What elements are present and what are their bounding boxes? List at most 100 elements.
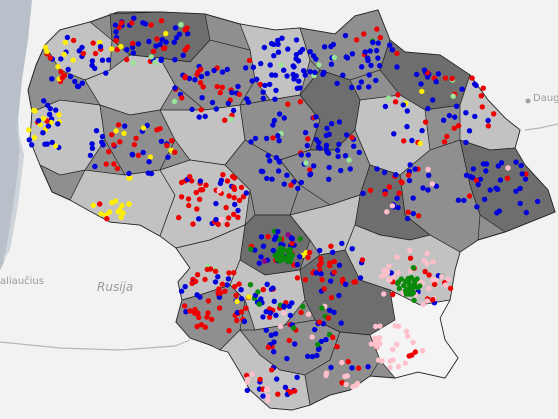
map-point-red[interactable] bbox=[523, 171, 529, 177]
map-point-red[interactable] bbox=[187, 308, 193, 314]
map-point-pink[interactable] bbox=[405, 333, 411, 339]
map-point-red[interactable] bbox=[231, 175, 238, 181]
map-point-red[interactable] bbox=[390, 291, 396, 298]
map-point-blue[interactable] bbox=[124, 47, 130, 53]
map-point-pink[interactable] bbox=[387, 277, 393, 283]
map-point-blue[interactable] bbox=[199, 95, 205, 101]
map-point-pink[interactable] bbox=[407, 247, 413, 254]
map-point-red[interactable] bbox=[209, 316, 215, 323]
map-point-blue[interactable] bbox=[229, 89, 235, 96]
map-point-red[interactable] bbox=[178, 179, 185, 186]
map-point-yellow[interactable] bbox=[147, 154, 154, 160]
map-point-red[interactable] bbox=[288, 182, 294, 188]
map-point-lightgreen[interactable] bbox=[450, 93, 456, 99]
map-point-blue[interactable] bbox=[35, 118, 42, 124]
map-point-blue[interactable] bbox=[245, 99, 252, 105]
map-point-blue[interactable] bbox=[418, 81, 424, 87]
map-point-red[interactable] bbox=[225, 215, 232, 221]
map-point-blue[interactable] bbox=[412, 166, 418, 172]
map-point-pink[interactable] bbox=[394, 341, 400, 347]
map-point-blue[interactable] bbox=[343, 54, 349, 60]
map-point-blue[interactable] bbox=[523, 209, 530, 216]
map-point-red[interactable] bbox=[422, 119, 429, 125]
map-point-blue[interactable] bbox=[347, 166, 353, 172]
map-point-lightgreen[interactable] bbox=[278, 62, 284, 68]
map-point-blue[interactable] bbox=[336, 119, 343, 125]
map-point-red[interactable] bbox=[406, 353, 412, 359]
map-point-pink[interactable] bbox=[372, 323, 379, 330]
map-point-red[interactable] bbox=[111, 161, 117, 167]
map-point-pink[interactable] bbox=[382, 267, 388, 273]
map-point-yellow[interactable] bbox=[44, 48, 50, 55]
map-point-blue[interactable] bbox=[197, 178, 204, 184]
map-point-blue[interactable] bbox=[325, 150, 332, 156]
map-point-blue[interactable] bbox=[328, 61, 335, 67]
map-point-blue[interactable] bbox=[178, 288, 185, 294]
map-point-red[interactable] bbox=[236, 281, 242, 287]
map-point-red[interactable] bbox=[162, 45, 168, 51]
map-point-red[interactable] bbox=[231, 270, 237, 276]
map-point-blue[interactable] bbox=[357, 275, 364, 281]
map-point-blue[interactable] bbox=[404, 123, 410, 130]
map-point-red[interactable] bbox=[224, 178, 231, 184]
map-point-blue[interactable] bbox=[279, 35, 285, 41]
map-point-red[interactable] bbox=[207, 266, 214, 272]
map-point-blue[interactable] bbox=[305, 353, 311, 359]
map-point-pink[interactable] bbox=[419, 348, 426, 354]
map-point-blue[interactable] bbox=[323, 142, 330, 148]
map-point-purple[interactable] bbox=[285, 232, 291, 238]
map-point-blue[interactable] bbox=[271, 339, 277, 345]
map-point-red[interactable] bbox=[321, 286, 327, 292]
map-point-yellow[interactable] bbox=[118, 43, 124, 50]
map-point-blue[interactable] bbox=[298, 179, 304, 186]
map-point-blue[interactable] bbox=[197, 294, 203, 300]
map-point-blue[interactable] bbox=[159, 37, 165, 43]
map-point-red[interactable] bbox=[217, 90, 223, 96]
map-point-blue[interactable] bbox=[313, 122, 319, 129]
map-point-red[interactable] bbox=[422, 268, 428, 275]
map-point-blue[interactable] bbox=[272, 96, 278, 102]
map-point-blue[interactable] bbox=[146, 38, 152, 45]
map-point-red[interactable] bbox=[349, 134, 355, 141]
map-point-blue[interactable] bbox=[374, 166, 380, 172]
map-point-red[interactable] bbox=[361, 31, 367, 37]
map-point-blue[interactable] bbox=[373, 77, 379, 84]
map-point-red[interactable] bbox=[198, 66, 204, 73]
map-point-blue[interactable] bbox=[45, 123, 52, 129]
map-point-pink[interactable] bbox=[354, 380, 361, 387]
map-point-blue[interactable] bbox=[264, 281, 270, 287]
map-point-blue[interactable] bbox=[271, 53, 277, 59]
map-point-blue[interactable] bbox=[334, 80, 340, 87]
map-point-pink[interactable] bbox=[263, 387, 270, 393]
map-point-red[interactable] bbox=[203, 182, 209, 188]
map-point-red[interactable] bbox=[194, 71, 200, 78]
map-point-red[interactable] bbox=[189, 178, 195, 184]
map-point-pink[interactable] bbox=[390, 346, 396, 353]
map-point-blue[interactable] bbox=[260, 95, 266, 102]
map-point-blue[interactable] bbox=[349, 365, 355, 371]
map-point-blue[interactable] bbox=[76, 48, 83, 54]
map-point-red[interactable] bbox=[189, 280, 195, 286]
map-point-blue[interactable] bbox=[281, 115, 287, 121]
map-point-red[interactable] bbox=[325, 315, 332, 321]
map-point-blue[interactable] bbox=[367, 48, 373, 54]
map-point-red[interactable] bbox=[198, 107, 204, 113]
map-point-blue[interactable] bbox=[299, 46, 306, 53]
map-point-blue[interactable] bbox=[534, 198, 541, 205]
map-point-blue[interactable] bbox=[343, 132, 350, 138]
map-point-red[interactable] bbox=[103, 161, 110, 167]
map-point-blue[interactable] bbox=[375, 40, 381, 46]
map-point-blue[interactable] bbox=[284, 355, 290, 362]
map-point-red[interactable] bbox=[196, 314, 202, 321]
map-point-pink[interactable] bbox=[445, 276, 451, 282]
map-point-blue[interactable] bbox=[281, 303, 287, 309]
map-point-yellow[interactable] bbox=[62, 39, 68, 46]
map-point-blue[interactable] bbox=[142, 21, 149, 27]
map-point-blue[interactable] bbox=[289, 300, 295, 306]
map-point-lightgreen[interactable] bbox=[148, 54, 154, 60]
map-point-red[interactable] bbox=[215, 221, 221, 227]
map-point-red[interactable] bbox=[220, 172, 226, 178]
map-point-red[interactable] bbox=[109, 132, 115, 138]
map-point-red[interactable] bbox=[395, 92, 401, 98]
map-point-yellow[interactable] bbox=[140, 125, 147, 131]
